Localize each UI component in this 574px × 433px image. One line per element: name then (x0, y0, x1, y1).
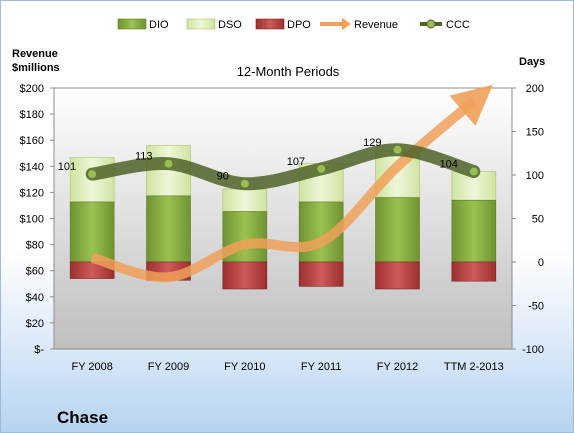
ccc-point (239, 178, 250, 189)
left-axis-label-line1: Revenue (12, 48, 58, 60)
category-label: FY 2008 (71, 361, 112, 373)
legend-ccc-point (426, 19, 436, 29)
dso-bar (222, 188, 268, 212)
right-tick-label: -100 (522, 344, 544, 356)
legend-label-dso: DSO (218, 19, 242, 31)
legend-swatch-dio (117, 18, 147, 30)
category-label: FY 2009 (148, 361, 189, 373)
category-label: FY 2012 (377, 361, 418, 373)
left-tick-label: $120 (20, 187, 44, 199)
dio-bar (69, 201, 115, 263)
category-label: TTM 2-2013 (444, 361, 504, 373)
left-axis-label-line2: $millions (12, 62, 60, 74)
ccc-data-label: 104 (439, 159, 457, 171)
right-tick-label: 50 (532, 214, 544, 226)
category-label: FY 2011 (301, 361, 342, 373)
dio-bar (451, 199, 497, 263)
dpo-bar (375, 261, 420, 290)
ccc-data-label: 101 (58, 161, 76, 173)
legend-label-dpo: DPO (287, 19, 311, 31)
legend-label-ccc: CCC (446, 19, 470, 31)
left-tick-label: $- (34, 344, 44, 356)
ccc-point (163, 158, 174, 169)
dpo-bar (451, 261, 497, 282)
left-tick-label: $180 (20, 109, 44, 121)
right-tick-label: 200 (526, 83, 544, 95)
left-tick-label: $160 (20, 135, 44, 147)
left-tick-label: $60 (26, 266, 44, 278)
left-tick-label: $40 (26, 292, 44, 304)
left-tick-label: $20 (26, 318, 44, 330)
ccc-data-label: 107 (287, 156, 305, 168)
right-axis-label: Days (519, 56, 545, 68)
right-tick-label: 150 (526, 127, 544, 139)
company-name: Chase (57, 408, 108, 427)
lines (85, 84, 493, 283)
ccc-point (392, 144, 403, 155)
dpo-bar (222, 261, 268, 290)
dpo-bar (298, 261, 344, 287)
x-axis: FY 2008 FY 2009 FY 2010 FY 2011 FY 2012 TTM 2… (71, 361, 503, 373)
right-tick-label: 0 (538, 257, 544, 269)
dio-bar (375, 197, 420, 263)
right-tick-label: -50 (528, 301, 544, 313)
category-label: FY 2010 (224, 361, 265, 373)
right-axis: -100 -50 0 50 100 150 200 (512, 83, 544, 356)
ccc-data-label: 129 (363, 137, 381, 149)
ccc-point (468, 166, 479, 177)
left-tick-label: $140 (20, 161, 44, 173)
dio-bar (146, 195, 191, 263)
legend-label-revenue: Revenue (354, 19, 398, 31)
legend-arrow-head (342, 18, 351, 30)
legend: DIO DSO DPO Revenue CCC (117, 18, 470, 31)
left-tick-label: $80 (26, 240, 44, 252)
legend-label-dio: DIO (149, 19, 169, 31)
left-tick-label: $100 (20, 214, 44, 226)
ccc-data-label: 113 (135, 151, 153, 163)
left-tick-label: $200 (20, 83, 44, 95)
ccc-point (316, 163, 327, 174)
ccc-data-labels: 101 113 90 107 129 104 (58, 137, 458, 183)
right-tick-label: 100 (526, 170, 544, 182)
ccc-point (87, 169, 98, 180)
legend-swatch-dpo (255, 18, 285, 30)
ccc-line (85, 143, 481, 191)
chart-title: 12-Month Periods (237, 64, 340, 79)
ccc-data-label: 90 (217, 171, 229, 183)
left-axis: $- $20 $40 $60 $80 $100 $120 $140 $160 $180 $200 (20, 83, 54, 356)
legend-swatch-dso (186, 18, 216, 30)
